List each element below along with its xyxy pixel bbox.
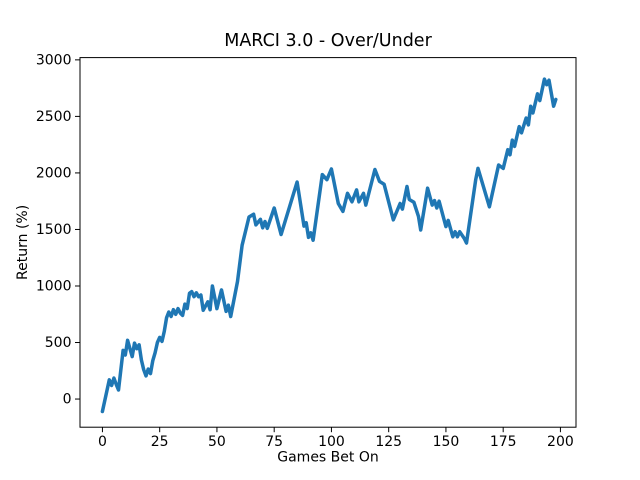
- x-tick-label: 175: [490, 434, 517, 450]
- y-axis-label: Return (%): [15, 205, 31, 280]
- x-tick-label: 100: [318, 434, 345, 450]
- x-tick-label: 200: [547, 434, 574, 450]
- x-tick-label: 25: [151, 434, 169, 450]
- return-line-series: [100, 77, 558, 414]
- x-tick-label: 50: [208, 434, 226, 450]
- y-tick-label: 2000: [36, 166, 72, 182]
- y-axis-ticks: 0 500 1000 1500 2000 2500 3000: [36, 53, 80, 408]
- x-axis-ticks: 0 25 50 75 100 125 150 175 200: [98, 427, 574, 450]
- y-tick-label: 2500: [36, 109, 72, 125]
- y-tick-label: 500: [45, 335, 72, 351]
- x-tick-label: 150: [433, 434, 460, 450]
- x-tick-label: 0: [98, 434, 107, 450]
- x-axis-label: Games Bet On: [277, 450, 378, 466]
- y-tick-label: 1500: [36, 222, 72, 238]
- y-tick-label: 1000: [36, 279, 72, 295]
- x-tick-label: 125: [375, 434, 402, 450]
- chart-title: MARCI 3.0 - Over/Under: [224, 31, 432, 51]
- y-tick-label: 0: [63, 392, 72, 408]
- axes-spines: [79, 57, 577, 428]
- x-tick-label: 75: [265, 434, 283, 450]
- y-tick-label: 3000: [36, 53, 72, 69]
